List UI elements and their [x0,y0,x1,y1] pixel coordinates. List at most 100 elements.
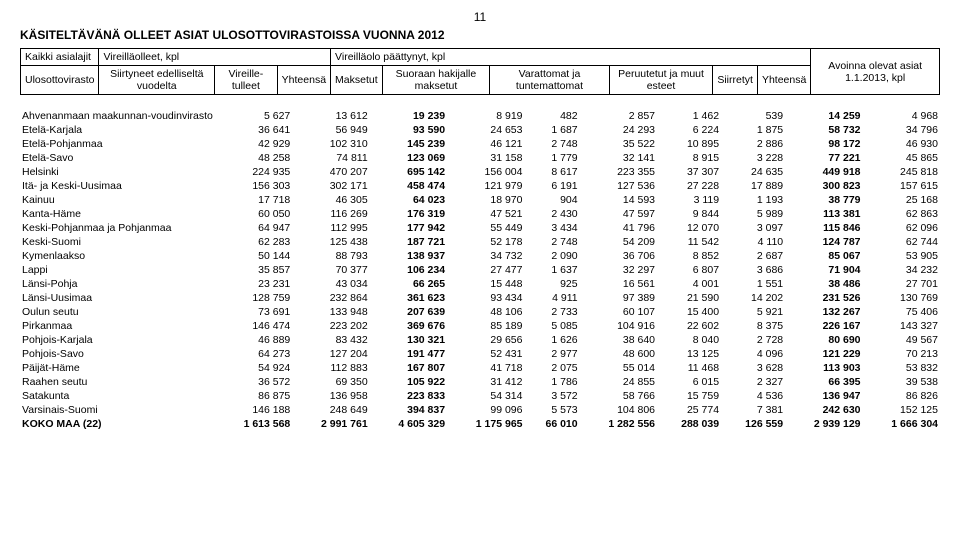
row-value: 70 213 [863,347,940,361]
row-value: 106 234 [370,263,447,277]
row-value: 1 786 [525,375,580,389]
row-value: 4 096 [721,347,785,361]
row-value: 53 905 [863,249,940,263]
row-value: 52 431 [447,347,524,361]
row-value: 5 989 [721,207,785,221]
row-value: 2 430 [525,207,580,221]
row-value: 2 886 [721,137,785,151]
row-value: 41 718 [447,361,524,375]
row-value: 46 889 [215,333,292,347]
row-value: 15 759 [657,389,721,403]
row-value: 4 110 [721,235,785,249]
row-value: 3 628 [721,361,785,375]
row-value: 1 875 [721,123,785,137]
row-value: 27 477 [447,263,524,277]
row-label: Kymenlaakso [20,249,215,263]
table-row: Pohjois-Savo64 273127 204191 47752 4312 … [20,347,940,361]
table-row: Satakunta86 875136 958223 83354 3143 572… [20,389,940,403]
header-siirtyneet: Siirtyneet edelliseltä vuodelta [99,66,215,95]
row-value: 62 283 [215,235,292,249]
row-value: 49 567 [863,333,940,347]
row-value: 98 172 [785,137,862,151]
row-value: 302 171 [292,179,369,193]
table-row: Kainuu17 71846 30564 02318 97090414 5933… [20,193,940,207]
totals-value: 66 010 [525,417,580,431]
row-value: 66 395 [785,375,862,389]
row-value: 104 806 [580,403,657,417]
row-value: 35 522 [580,137,657,151]
row-value: 88 793 [292,249,369,263]
row-value: 121 229 [785,347,862,361]
row-value: 177 942 [370,221,447,235]
row-value: 224 935 [215,165,292,179]
row-value: 470 207 [292,165,369,179]
row-value: 23 231 [215,277,292,291]
row-value: 58 732 [785,123,862,137]
row-value: 83 432 [292,333,369,347]
row-value: 8 617 [525,165,580,179]
row-value: 138 937 [370,249,447,263]
row-value: 25 774 [657,403,721,417]
row-value: 102 310 [292,137,369,151]
row-value: 4 968 [863,109,940,123]
row-value: 4 536 [721,389,785,403]
row-label: Päijät-Häme [20,361,215,375]
row-value: 1 687 [525,123,580,137]
row-value: 31 158 [447,151,524,165]
row-value: 35 857 [215,263,292,277]
row-value: 13 612 [292,109,369,123]
row-value: 242 630 [785,403,862,417]
row-value: 1 193 [721,193,785,207]
header-vireille: Vireille-tulleet [215,66,278,95]
row-value: 904 [525,193,580,207]
table-row: Kymenlaakso50 14488 793138 93734 7322 09… [20,249,940,263]
header-suoraan: Suoraan hakijalle maksetut [382,66,490,95]
row-value: 112 883 [292,361,369,375]
table-row: Länsi-Pohja23 23143 03466 26515 44892516… [20,277,940,291]
table-row: Itä- ja Keski-Uusimaa156 303302 171458 4… [20,179,940,193]
totals-label: KOKO MAA (22) [20,417,215,431]
row-value: 29 656 [447,333,524,347]
row-value: 176 319 [370,207,447,221]
row-value: 2 748 [525,235,580,249]
row-value: 31 412 [447,375,524,389]
row-value: 46 930 [863,137,940,151]
row-value: 15 448 [447,277,524,291]
row-value: 248 649 [292,403,369,417]
row-value: 143 327 [863,319,940,333]
totals-value: 1 175 965 [447,417,524,431]
row-value: 2 075 [525,361,580,375]
totals-value: 126 559 [721,417,785,431]
totals-value: 2 991 761 [292,417,369,431]
row-value: 2 327 [721,375,785,389]
row-value: 2 977 [525,347,580,361]
row-value: 2 687 [721,249,785,263]
row-value: 3 572 [525,389,580,403]
page-number: 11 [20,10,940,24]
table-row: Keski-Suomi62 283125 438187 72152 1782 7… [20,235,940,249]
row-value: 482 [525,109,580,123]
row-label: Varsinais-Suomi [20,403,215,417]
row-value: 207 639 [370,305,447,319]
row-value: 19 239 [370,109,447,123]
header-peruutetut: Peruutetut ja muut esteet [609,66,713,95]
row-value: 46 121 [447,137,524,151]
row-value: 75 406 [863,305,940,319]
totals-value: 4 605 329 [370,417,447,431]
row-value: 70 377 [292,263,369,277]
row-value: 36 641 [215,123,292,137]
row-value: 32 141 [580,151,657,165]
header-varattomat: Varattomat ja tuntemattomat [490,66,609,95]
row-value: 58 766 [580,389,657,403]
row-value: 15 400 [657,305,721,319]
row-value: 55 014 [580,361,657,375]
header-siirretyt: Siirretyt [713,66,758,95]
header-yhteensa2: Yhteensä [757,66,810,95]
row-value: 85 189 [447,319,524,333]
row-label: Etelä-Savo [20,151,215,165]
row-value: 6 191 [525,179,580,193]
row-value: 5 627 [215,109,292,123]
row-value: 71 904 [785,263,862,277]
page-title: KÄSITELTÄVÄNÄ OLLEET ASIAT ULOSOTTOVIRAS… [20,28,940,42]
row-label: Etelä-Pohjanmaa [20,137,215,151]
